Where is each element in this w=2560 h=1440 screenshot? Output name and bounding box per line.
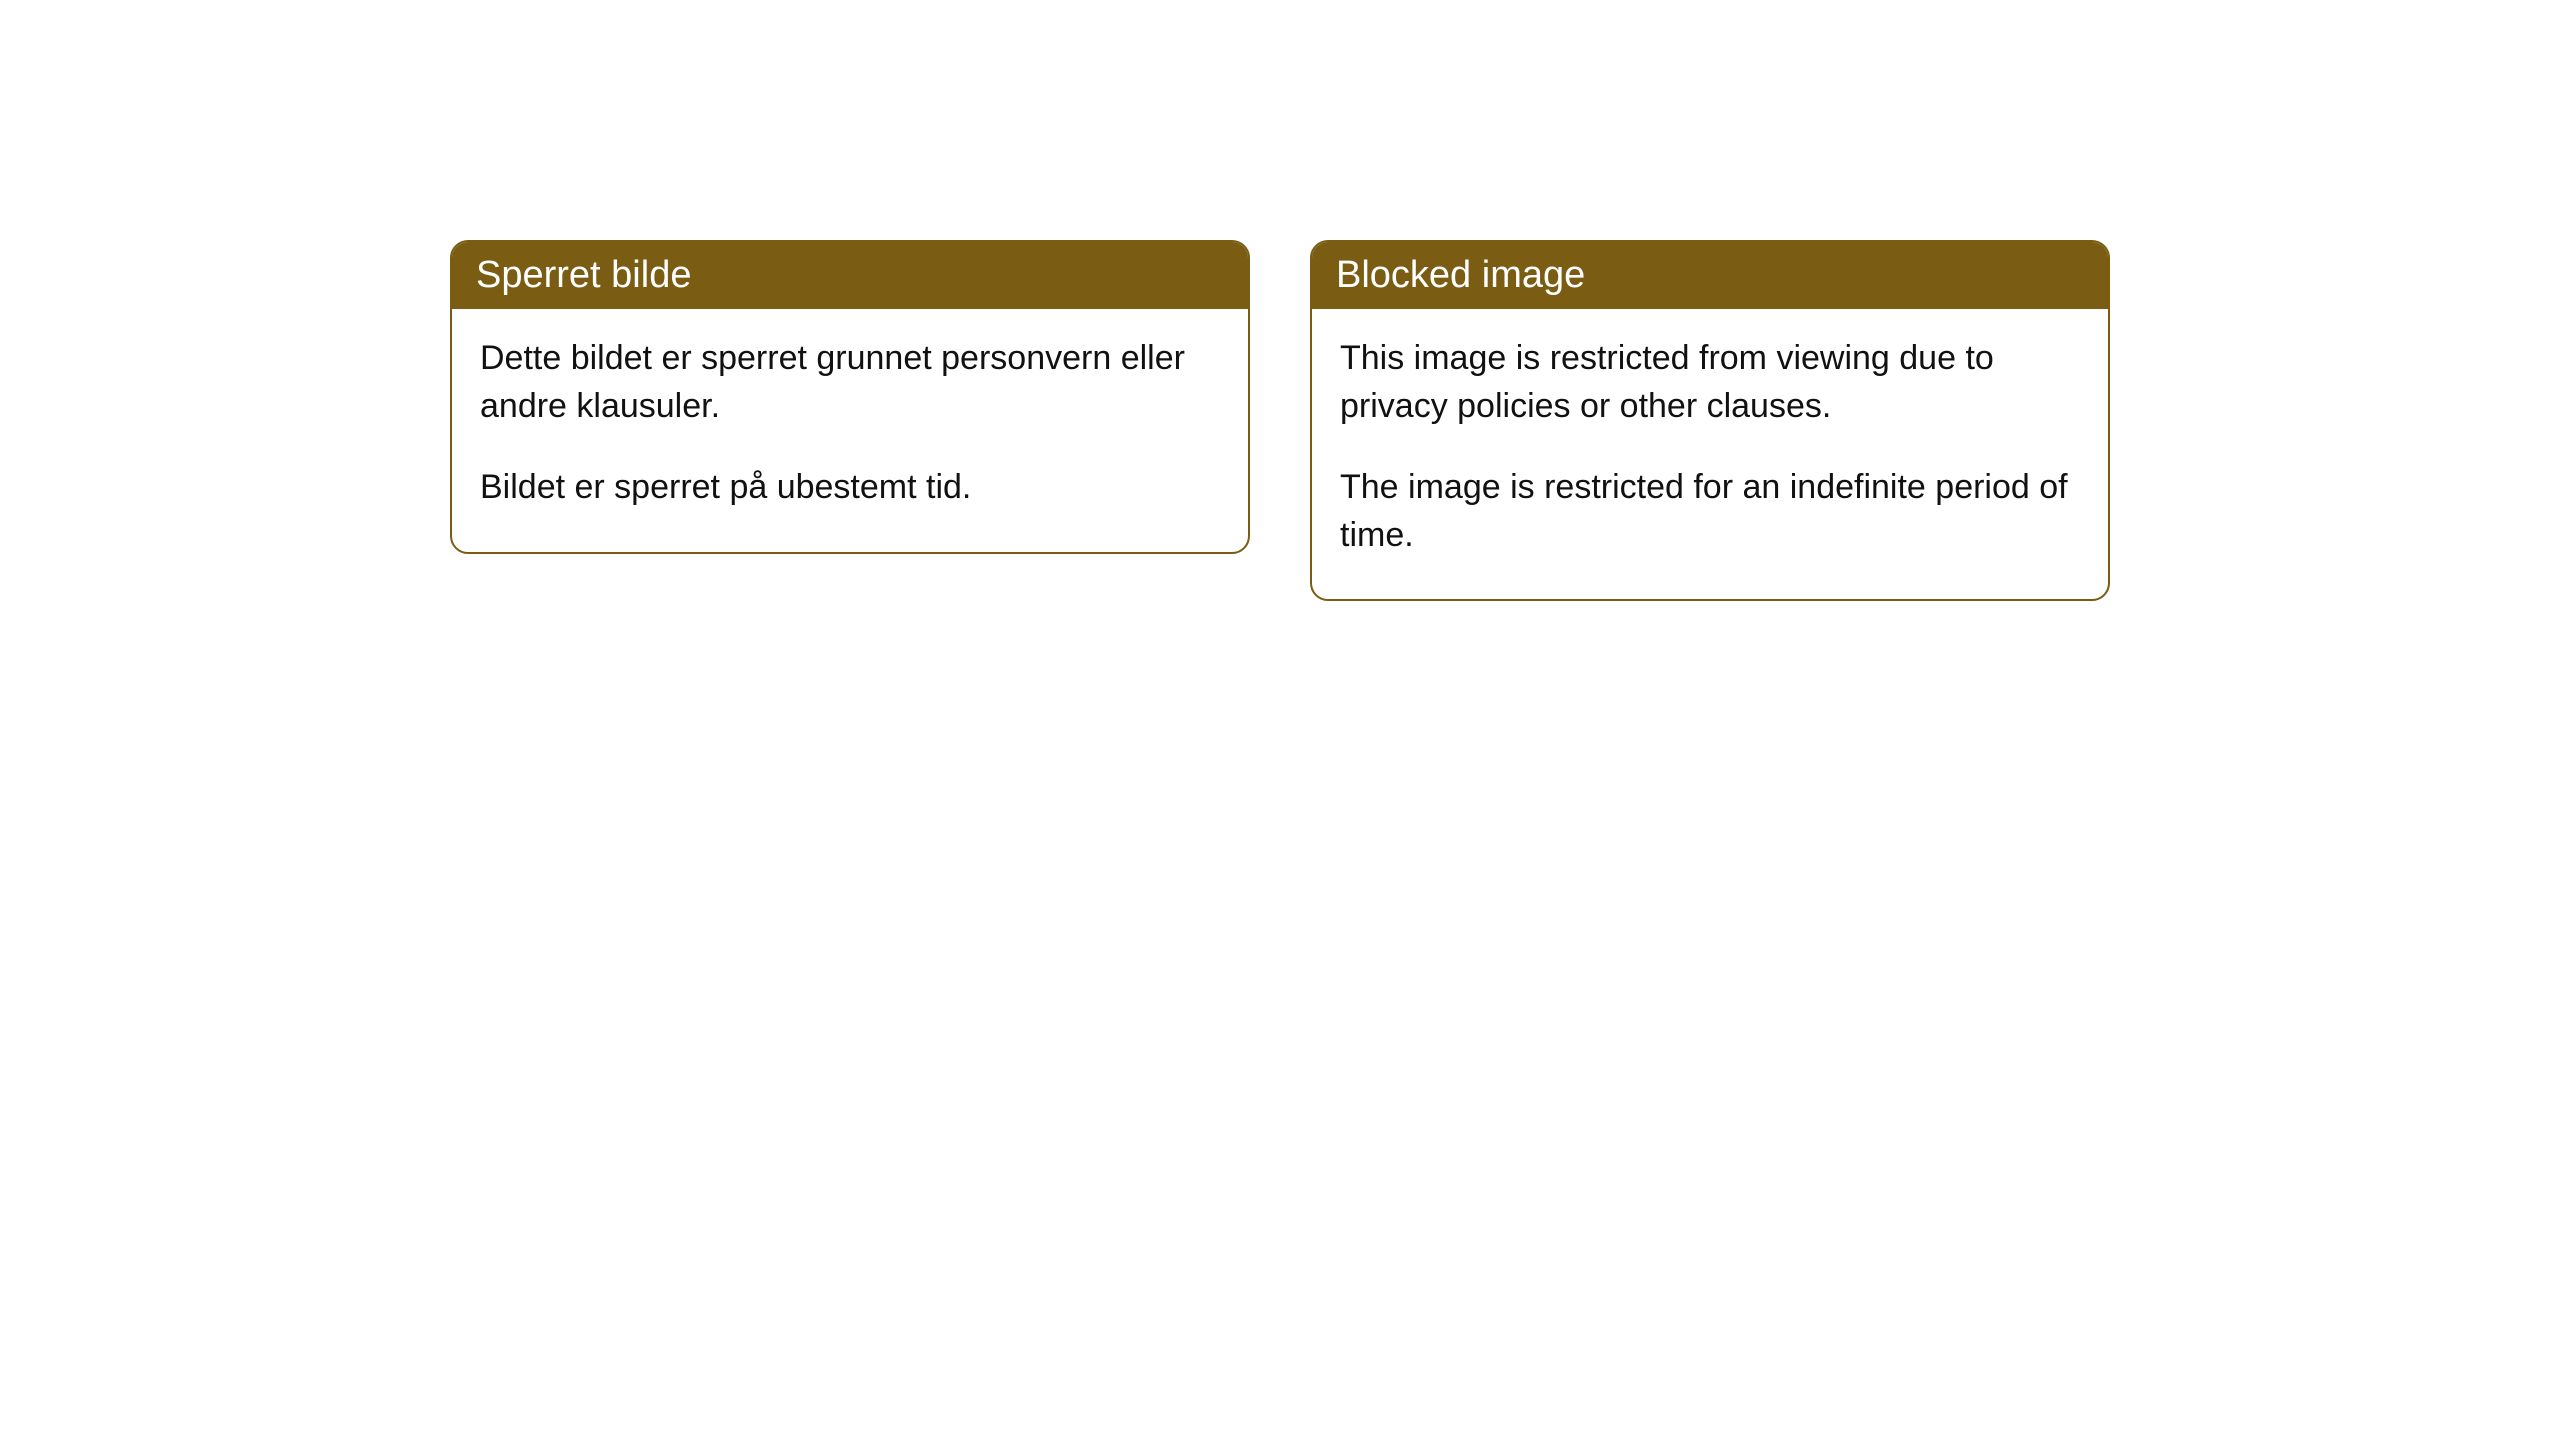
- card-paragraph-2: Bildet er sperret på ubestemt tid.: [480, 464, 1220, 512]
- blocked-image-card-no: Sperret bilde Dette bildet er sperret gr…: [450, 240, 1250, 554]
- blocked-image-card-en: Blocked image This image is restricted f…: [1310, 240, 2110, 601]
- card-title: Blocked image: [1336, 254, 1585, 296]
- card-title: Sperret bilde: [476, 254, 691, 296]
- card-paragraph-1: Dette bildet er sperret grunnet personve…: [480, 335, 1220, 430]
- card-paragraph-1: This image is restricted from viewing du…: [1340, 335, 2080, 430]
- card-body: Dette bildet er sperret grunnet personve…: [452, 309, 1248, 552]
- card-body: This image is restricted from viewing du…: [1312, 309, 2108, 599]
- card-header: Blocked image: [1312, 242, 2108, 309]
- card-paragraph-2: The image is restricted for an indefinit…: [1340, 464, 2080, 559]
- card-header: Sperret bilde: [452, 242, 1248, 309]
